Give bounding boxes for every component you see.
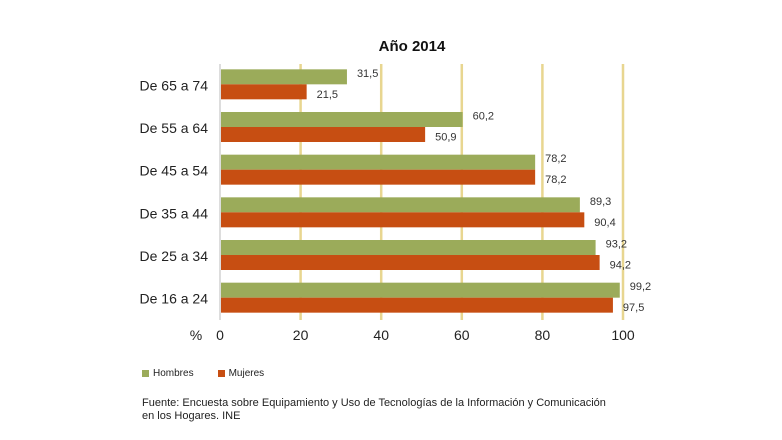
- bar-hombres: [221, 240, 596, 255]
- bar-mujeres: [221, 127, 426, 142]
- data-label-hombres: 89,3: [590, 196, 611, 208]
- legend: Hombres Mujeres: [142, 368, 264, 379]
- legend-swatch-mujeres: [217, 370, 225, 377]
- data-label-mujeres: 90,4: [594, 217, 615, 229]
- x-tick-label: 20: [293, 327, 309, 343]
- data-label-hombres: 78,2: [545, 153, 566, 165]
- bar-mujeres: [221, 255, 600, 270]
- bar-mujeres: [221, 212, 585, 228]
- bar-hombres: [221, 154, 536, 170]
- gridlines: [219, 64, 625, 320]
- data-label-mujeres: 94,2: [610, 260, 631, 272]
- data-label-mujeres: 78,2: [545, 174, 566, 186]
- data-label-mujeres: 97,5: [623, 302, 644, 314]
- data-label-mujeres: 21,5: [317, 89, 338, 101]
- chart-title: Año 2014: [379, 38, 446, 55]
- x-tick-label: 40: [373, 327, 389, 343]
- bar-hombres: [221, 112, 463, 127]
- x-tick-label: 60: [454, 327, 470, 343]
- category-label: De 65 a 74: [140, 77, 209, 93]
- data-label-hombres: 93,2: [606, 239, 627, 251]
- legend-item-hombres: Hombres: [142, 368, 194, 379]
- category-labels: De 65 a 74 De 55 a 64 De 45 a 54 De 35 a 44…: [140, 77, 209, 306]
- category-label: De 16 a 24: [140, 291, 209, 307]
- value-labels: 31,5 21,5 60,2 50,9 78,2 78,2 89,3 90,4 93,2 94,2…: [317, 68, 652, 314]
- legend-label-hombres: Hombres: [153, 368, 194, 379]
- data-label-mujeres: 50,9: [435, 132, 456, 144]
- category-label: De 25 a 34: [140, 248, 209, 264]
- legend-swatch-hombres: [142, 370, 149, 377]
- legend-item-mujeres: Mujeres: [217, 368, 265, 379]
- x-tick-label: 80: [535, 327, 551, 343]
- data-label-hombres: 60,2: [473, 111, 494, 123]
- source-note: Fuente: Encuesta sobre Equipamiento y Us…: [142, 397, 606, 422]
- data-label-hombres: 99,2: [630, 281, 651, 293]
- legend-label-mujeres: Mujeres: [228, 368, 265, 379]
- bars-group: [221, 69, 620, 313]
- x-tick-label: 0: [216, 327, 224, 343]
- bar-mujeres: [221, 169, 536, 185]
- bar-chart: Año 2014 31,5 21,5 60,2 50,9 78,2 78,2 89,3 90,…: [140, 38, 652, 343]
- bar-mujeres: [221, 84, 307, 100]
- bar-hombres: [221, 69, 347, 85]
- data-label-hombres: 31,5: [357, 68, 378, 80]
- x-tick-labels: 0 20 40 60 80 100: [216, 327, 635, 343]
- bar-hombres: [221, 197, 580, 213]
- category-label: De 55 a 64: [140, 120, 209, 136]
- x-axis-unit-label: %: [190, 327, 202, 343]
- category-label: De 45 a 54: [140, 163, 209, 179]
- category-label: De 35 a 44: [140, 205, 209, 221]
- x-tick-label: 100: [611, 327, 635, 343]
- bar-hombres: [221, 282, 620, 298]
- bar-mujeres: [221, 297, 613, 313]
